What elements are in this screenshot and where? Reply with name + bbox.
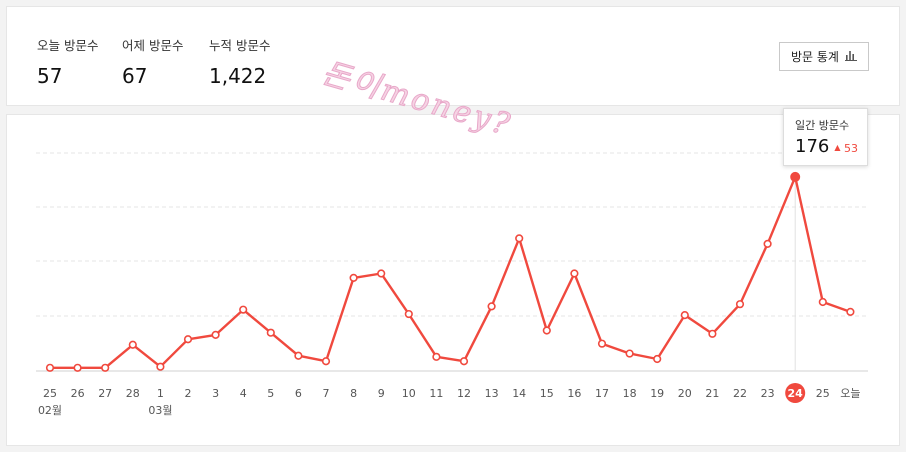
- data-point: [818, 297, 827, 307]
- data-point: [625, 349, 634, 358]
- data-point: [570, 269, 579, 278]
- stat-total-value: 1,422: [209, 64, 267, 88]
- x-tick-label: 4: [240, 387, 247, 400]
- stat-total-label: 누적 방문수: [209, 38, 271, 53]
- visit-stats-button[interactable]: 방문 통계: [779, 42, 869, 71]
- stat-yesterday-label: 어제 방문수: [122, 38, 184, 53]
- data-point: [321, 357, 331, 366]
- x-tick-label: 12: [457, 387, 471, 400]
- data-point: [432, 352, 441, 361]
- data-point: [846, 307, 855, 316]
- x-tick-label: 17: [595, 387, 609, 400]
- x-tick-label: 13: [485, 387, 499, 400]
- data-point: [515, 234, 524, 243]
- stat-yesterday: 어제 방문수 67: [122, 35, 183, 88]
- tooltip-label: 일간 방문수: [795, 119, 850, 132]
- x-tick-label: 2: [185, 387, 192, 400]
- x-tick-label: 5: [267, 387, 274, 400]
- x-tick-label: 28: [126, 387, 140, 400]
- data-point: [680, 311, 689, 320]
- x-tick-label: 24: [788, 387, 804, 400]
- stat-yesterday-value: 67: [122, 64, 148, 88]
- data-point: [211, 330, 220, 339]
- data-point: [763, 239, 772, 248]
- data-point: [487, 302, 496, 311]
- stat-today-label: 오늘 방문수: [37, 38, 99, 53]
- data-point: [266, 328, 275, 337]
- data-point: [542, 326, 551, 335]
- x-month-label: 03월: [148, 404, 172, 417]
- data-point: [377, 269, 386, 278]
- stat-total: 누적 방문수 1,422: [209, 35, 270, 88]
- tooltip-delta: ▲ 53: [834, 142, 858, 155]
- data-point: [735, 300, 745, 309]
- tooltip-delta-value: 53: [844, 142, 859, 155]
- data-point: [708, 329, 717, 338]
- stat-today-value: 57: [37, 64, 63, 88]
- data-point: [459, 357, 469, 366]
- data-point: [597, 339, 607, 348]
- data-point: [156, 362, 165, 371]
- x-month-label: 02월: [38, 404, 62, 417]
- x-tick-label: 21: [705, 387, 719, 400]
- x-tick-label: 9: [378, 387, 385, 400]
- x-tick-label: 25: [816, 387, 830, 400]
- tick-highlight-badge: [785, 383, 806, 403]
- visit-stats-button-label: 방문 통계: [791, 50, 839, 64]
- data-point: [73, 363, 82, 372]
- x-tick-label: 23: [761, 387, 775, 400]
- x-tick-label: 10: [402, 387, 416, 400]
- x-tick-label: 16: [567, 387, 581, 400]
- up-triangle-icon: ▲: [834, 143, 841, 152]
- series-line: [50, 175, 851, 369]
- stats-panel: 오늘 방문수 57 어제 방문수 67 누적 방문수 1,422 방문 통계: [6, 6, 900, 106]
- x-tick-label: 18: [623, 387, 637, 400]
- daily-visits-tooltip: 일간 방문수 176 ▲ 53: [783, 108, 868, 166]
- x-tick-label: 27: [98, 387, 112, 400]
- x-tick-label: 25: [43, 387, 57, 400]
- x-tick-label: 22: [733, 387, 747, 400]
- data-point: [45, 363, 55, 372]
- x-tick-label: 15: [540, 387, 554, 400]
- x-tick-label: 8: [350, 387, 357, 400]
- x-tick-label: 19: [650, 387, 664, 400]
- data-point: [128, 340, 137, 349]
- stat-today: 오늘 방문수 57: [37, 35, 98, 88]
- data-point: [183, 335, 193, 344]
- x-tick-label: 14: [512, 387, 526, 400]
- data-point: [404, 309, 413, 319]
- data-point-highlight: [790, 171, 801, 182]
- data-point: [101, 363, 110, 372]
- data-point: [653, 354, 662, 364]
- x-tick-label: 6: [295, 387, 302, 400]
- x-tick-label: 오늘: [840, 387, 860, 400]
- x-tick-label: 7: [323, 387, 330, 400]
- tooltip-value: 176: [795, 136, 830, 157]
- x-tick-label: 26: [71, 387, 85, 400]
- x-tick-label: 1: [157, 387, 164, 400]
- x-tick-label: 20: [678, 387, 692, 400]
- data-point: [294, 351, 303, 360]
- data-point: [239, 305, 248, 314]
- bar-chart-icon: [844, 50, 857, 64]
- x-tick-label: 3: [212, 387, 219, 400]
- data-point: [349, 273, 358, 282]
- x-tick-label: 11: [429, 387, 443, 400]
